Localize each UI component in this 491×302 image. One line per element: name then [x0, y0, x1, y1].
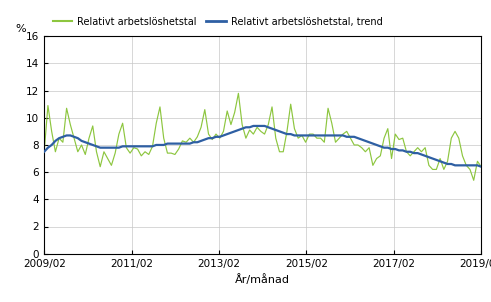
Text: %: %: [16, 24, 27, 34]
Legend: Relativt arbetslöshetstal, Relativt arbetslöshetstal, trend: Relativt arbetslöshetstal, Relativt arbe…: [49, 13, 386, 31]
X-axis label: År/månad: År/månad: [235, 274, 290, 285]
